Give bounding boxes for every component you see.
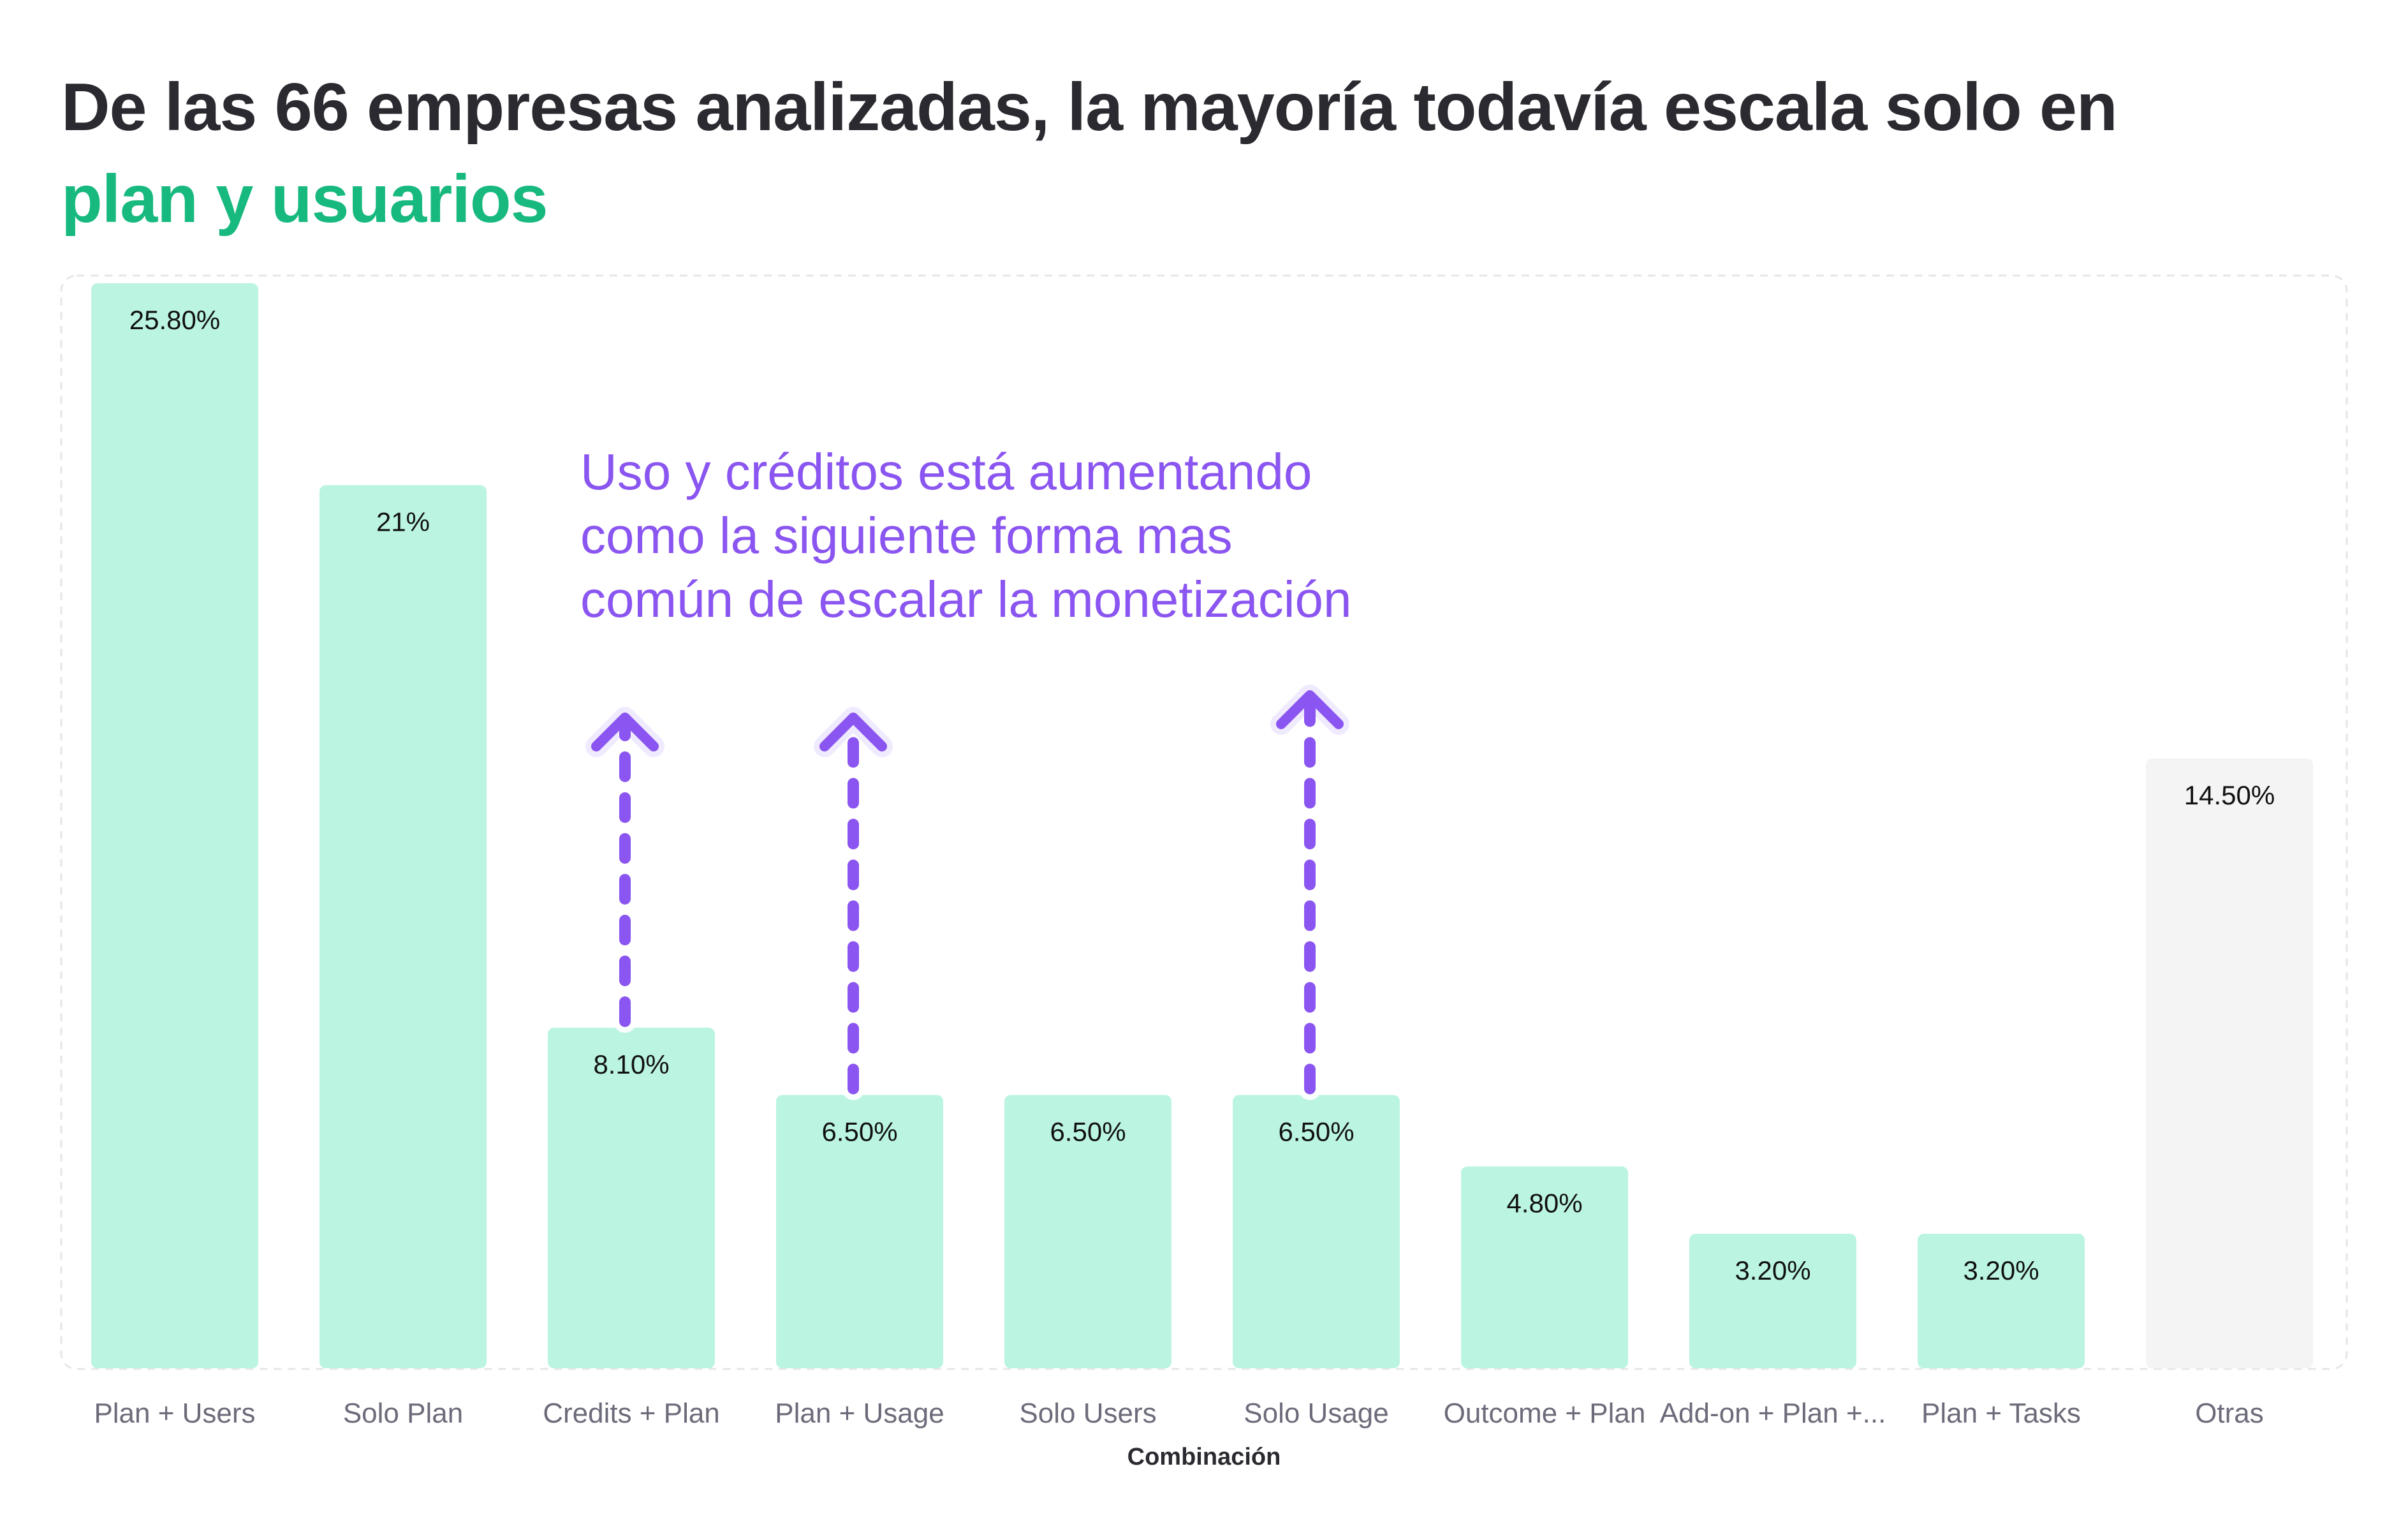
bar-value-label: 25.80% xyxy=(129,305,220,335)
x-tick-label: Outcome + Plan xyxy=(1444,1398,1646,1429)
bar-value-label: 3.20% xyxy=(1963,1255,2039,1285)
bar-value-label: 21% xyxy=(376,507,430,536)
bar xyxy=(1004,1095,1171,1368)
x-tick-label: Plan + Usage xyxy=(775,1398,944,1429)
x-tick-label: Solo Plan xyxy=(343,1398,463,1429)
x-tick-label: Solo Users xyxy=(1019,1398,1156,1429)
bar xyxy=(1918,1234,2085,1368)
plot-frame xyxy=(60,274,2348,1370)
bar xyxy=(548,1027,715,1368)
bar xyxy=(776,1095,943,1368)
bar-value-label: 8.10% xyxy=(593,1049,669,1079)
annotation-line-2: como la siguiente forma mas xyxy=(580,507,1233,564)
bar-value-label: 4.80% xyxy=(1506,1188,1582,1218)
title-highlight: plan y usuarios xyxy=(61,161,548,237)
bar-value-label: 14.50% xyxy=(2184,780,2275,810)
growth-arrow xyxy=(1270,684,1349,1100)
bar xyxy=(319,485,487,1368)
bar-value-label: 6.50% xyxy=(821,1116,897,1146)
title-text: De las 66 empresas analizadas, la mayorí… xyxy=(61,70,2118,145)
annotation-text: Uso y créditos está aumentando como la s… xyxy=(580,440,1537,632)
bar-value-label: 6.50% xyxy=(1278,1116,1354,1146)
x-tick-label: Plan + Users xyxy=(94,1398,255,1429)
x-axis-label: Combinación xyxy=(1127,1444,1281,1470)
bar xyxy=(1461,1166,1628,1368)
x-tick-label: Credits + Plan xyxy=(543,1398,720,1429)
annotation-line-3: común de escalar la monetización xyxy=(580,571,1352,628)
growth-arrow xyxy=(814,707,893,1100)
x-tick-label: Solo Usage xyxy=(1244,1398,1388,1429)
bar xyxy=(1689,1234,1856,1368)
bar xyxy=(91,283,258,1368)
x-tick-label: Add-on + Plan +... xyxy=(1660,1398,1886,1429)
bar xyxy=(2146,758,2313,1368)
bar xyxy=(1233,1095,1400,1368)
x-tick-label: Otras xyxy=(2195,1398,2264,1429)
x-tick-label: Plan + Tasks xyxy=(1921,1398,2081,1429)
bar-value-label: 3.20% xyxy=(1735,1255,1810,1285)
annotation-line-1: Uso y créditos está aumentando xyxy=(580,443,1312,500)
chart-title: De las 66 empresas analizadas, la mayorí… xyxy=(61,61,2357,245)
bar-value-label: 6.50% xyxy=(1050,1116,1126,1146)
growth-arrow xyxy=(585,707,664,1033)
